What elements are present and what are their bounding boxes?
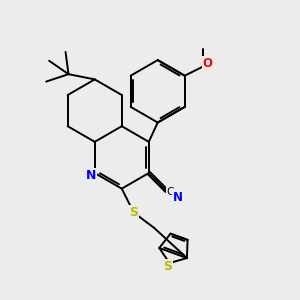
Text: N: N <box>173 191 183 204</box>
Text: N: N <box>86 169 96 182</box>
Text: C: C <box>167 188 174 197</box>
Text: S: S <box>129 206 138 219</box>
Text: O: O <box>202 57 212 70</box>
Text: S: S <box>164 260 172 273</box>
